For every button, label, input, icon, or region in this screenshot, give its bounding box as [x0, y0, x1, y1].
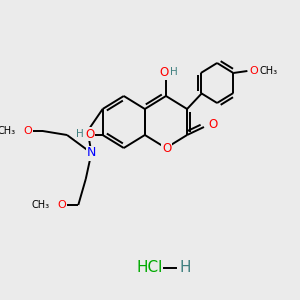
Text: CH₃: CH₃	[0, 126, 16, 136]
Text: H: H	[180, 260, 191, 275]
Text: CH₃: CH₃	[260, 66, 278, 76]
Text: O: O	[160, 67, 169, 80]
Text: HCl: HCl	[137, 260, 163, 275]
Text: CH₃: CH₃	[32, 200, 50, 210]
Text: H: H	[169, 67, 177, 77]
Text: O: O	[23, 126, 32, 136]
Text: N: N	[87, 146, 96, 160]
Text: O: O	[57, 200, 66, 210]
Text: O: O	[250, 66, 258, 76]
Text: O: O	[162, 142, 172, 154]
Text: O: O	[209, 118, 218, 131]
Text: O: O	[85, 128, 94, 140]
Text: H: H	[76, 129, 84, 139]
